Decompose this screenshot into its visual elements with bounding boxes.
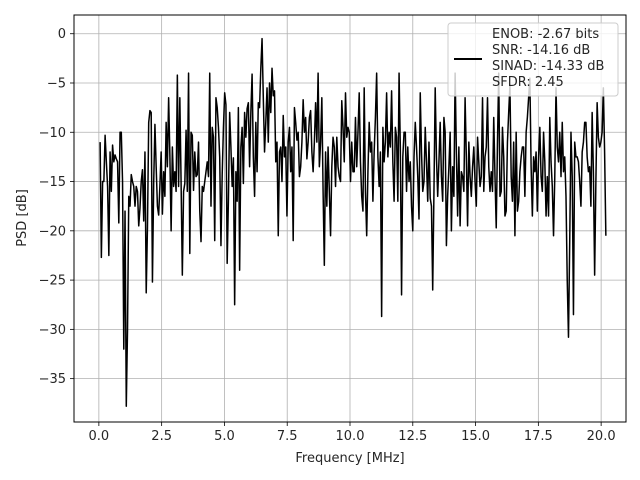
legend-line-sinad: SINAD: -14.33 dB [492,59,604,74]
x-tick-label: 7.5 [277,429,298,444]
legend-box [447,22,619,97]
x-axis-ticks: 0.0 2.5 5.0 7.5 10.0 12.5 15.0 17.5 20.0 [89,422,616,444]
x-tick-label: 2.5 [151,429,172,444]
x-tick-label: 17.5 [524,429,553,444]
y-tick-label: −15 [39,175,66,190]
x-tick-label: 0.0 [89,429,110,444]
legend-line-enob: ENOB: -2.67 bits [492,27,599,42]
x-axis-label: Frequency [MHz] [295,451,404,466]
legend-line-sfdr: SFDR: 2.45 [492,75,564,90]
y-tick-label: −25 [39,274,66,289]
x-tick-label: 10.0 [336,429,365,444]
series-layer [99,37,607,407]
legend: ENOB: -2.67 bits SNR: -14.16 dB SINAD: -… [447,22,619,97]
x-tick-label: 12.5 [398,429,427,444]
y-tick-label: −30 [39,323,66,338]
y-tick-label: −20 [39,224,66,239]
y-axis-label: PSD [dB] [15,189,30,247]
psd-series-line [99,37,607,407]
y-tick-label: −35 [39,372,66,387]
y-tick-label: −5 [47,76,66,91]
x-tick-label: 5.0 [214,429,235,444]
y-tick-label: −10 [39,126,66,141]
y-axis-ticks: 0 −5 −10 −15 −20 −25 −30 −35 [39,27,74,387]
legend-line-snr: SNR: -14.16 dB [492,43,590,58]
x-tick-label: 20.0 [587,429,616,444]
y-tick-label: 0 [58,27,66,42]
x-tick-label: 15.0 [461,429,490,444]
